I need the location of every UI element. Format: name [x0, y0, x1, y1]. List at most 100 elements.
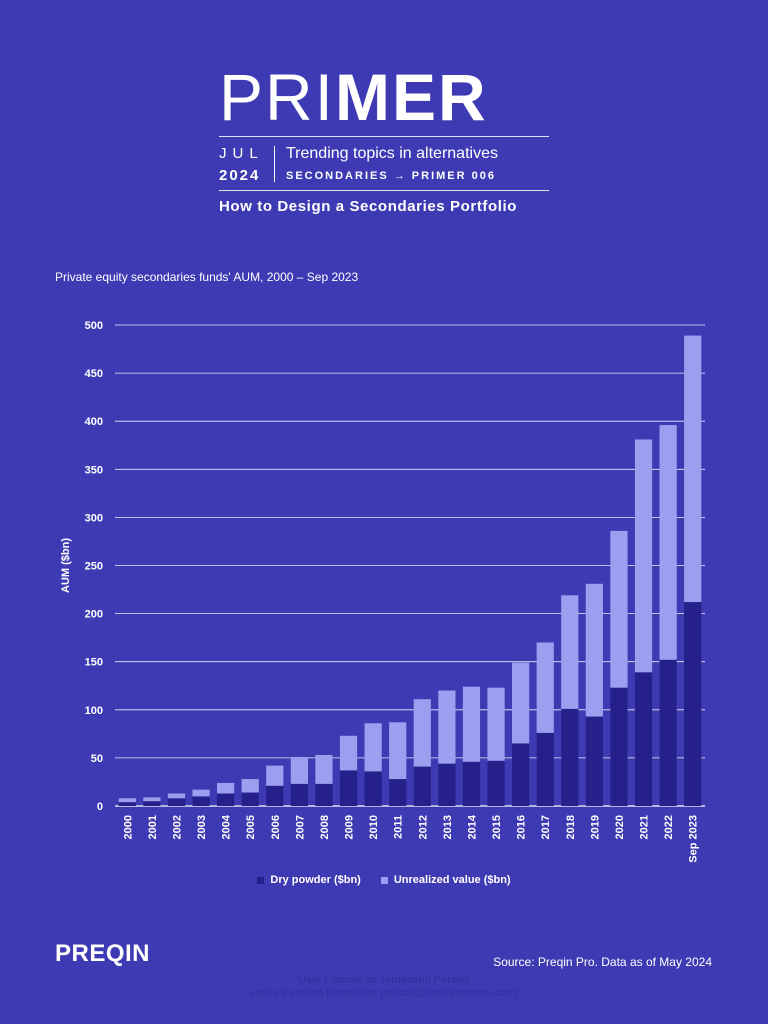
bar-unrealized-2019 — [585, 583, 603, 717]
bar-dry-powder-2018 — [561, 708, 579, 806]
bar-dry-powder-2005 — [241, 792, 259, 806]
x-tick-label-2009: 2009 — [344, 815, 356, 839]
source-note: Source: Preqin Pro. Data as of May 2024 — [493, 955, 712, 969]
x-tick-label-2013: 2013 — [442, 815, 454, 839]
bar-unrealized-2017 — [536, 642, 554, 733]
x-tick-label-sep-2023: Sep 2023 — [688, 815, 700, 863]
y-tick-label-500: 500 — [85, 320, 103, 332]
header-meta: JUL 2024 Trending topics in alternatives… — [219, 137, 549, 190]
bar-unrealized-2011 — [389, 722, 407, 780]
bar-dry-powder-2021 — [634, 672, 653, 806]
bar-unrealized-2007 — [290, 756, 308, 784]
primer-logo: PRIMER — [219, 64, 549, 130]
bar-unrealized-2012 — [413, 699, 431, 767]
y-tick-label-300: 300 — [85, 512, 103, 524]
bar-dry-powder-2003 — [192, 796, 210, 806]
bar-unrealized-2008 — [315, 755, 333, 784]
license-line-1: User License for Himanshu Periwal — [298, 974, 470, 986]
bar-dry-powder-2000 — [118, 802, 136, 806]
legend-swatch-unrealized — [380, 876, 388, 884]
y-tick-label-50: 50 — [91, 753, 103, 765]
legend-label-unrealized: Unrealized value ($bn) — [393, 874, 511, 886]
bar-unrealized-2016 — [512, 662, 530, 744]
bar-unrealized-sep-2023 — [684, 335, 702, 603]
legend-item-unrealized: Unrealized value ($bn) — [380, 874, 511, 886]
y-tick-label-250: 250 — [85, 561, 103, 573]
x-tick-label-2020: 2020 — [614, 815, 626, 839]
topic-line: Trending topics in alternatives — [286, 145, 498, 162]
legend-item-dry-powder: Dry powder ($bn) — [257, 874, 361, 886]
x-tick-label-2011: 2011 — [393, 815, 405, 839]
y-axis-label: AUM ($bn) — [60, 538, 72, 593]
x-tick-label-2015: 2015 — [491, 815, 503, 839]
x-tick-label-2018: 2018 — [565, 815, 577, 839]
bar-unrealized-2020 — [610, 530, 628, 688]
logo-light-part: PRI — [219, 60, 336, 134]
bar-dry-powder-2013 — [438, 763, 456, 806]
x-tick-label-2006: 2006 — [270, 815, 282, 839]
publication-date: JUL 2024 — [219, 137, 274, 190]
x-tick-label-2022: 2022 — [663, 815, 675, 839]
x-tick-label-2021: 2021 — [639, 815, 651, 839]
y-tick-label-400: 400 — [85, 416, 103, 428]
aum-bar-chart: 0 50 100 150 200 250 300 350 400 450 500 AUM ($bn) 2… — [60, 320, 705, 863]
x-tick-label-2012: 2012 — [417, 815, 429, 839]
bar-unrealized-2013 — [438, 690, 456, 764]
bar-unrealized-2005 — [241, 779, 259, 793]
x-tick-label-2017: 2017 — [540, 815, 552, 839]
y-tick-label-200: 200 — [85, 609, 103, 621]
preqin-logo: PREQIN — [55, 940, 151, 967]
x-tick-label-2008: 2008 — [319, 815, 331, 839]
bar-unrealized-2015 — [487, 687, 505, 761]
bar-dry-powder-2012 — [413, 766, 431, 806]
report-subtitle: How to Design a Secondaries Portfolio — [219, 198, 518, 215]
publication-year: 2024 — [219, 167, 261, 184]
y-tick-label-350: 350 — [85, 464, 103, 476]
bar-dry-powder-2019 — [585, 716, 603, 806]
y-tick-label-0: 0 — [97, 801, 103, 813]
bar-unrealized-2010 — [364, 723, 382, 772]
bar-dry-powder-2009 — [339, 770, 358, 806]
bar-unrealized-2006 — [266, 765, 284, 786]
logo-bold-part: MER — [335, 60, 488, 134]
x-tick-label-2007: 2007 — [294, 815, 306, 839]
bar-unrealized-2021 — [634, 439, 653, 673]
header-divider-bottom — [219, 190, 549, 191]
bar-dry-powder-2014 — [462, 761, 481, 806]
chart-title: Private equity secondaries funds' AUM, 2… — [55, 270, 359, 284]
x-tick-label-2002: 2002 — [171, 815, 183, 839]
report-header: PRIMER JUL 2024 Trending topics in alter… — [219, 64, 549, 215]
bar-dry-powder-2022 — [659, 659, 677, 806]
bar-unrealized-2009 — [339, 735, 358, 771]
x-tick-label-2010: 2010 — [368, 815, 380, 839]
bar-dry-powder-sep-2023 — [684, 602, 702, 806]
bar-dry-powder-2006 — [266, 785, 284, 806]
bar-dry-powder-2008 — [315, 783, 333, 806]
bar-unrealized-2018 — [561, 595, 579, 709]
chart-legend: Dry powder ($bn) Unrealized value ($bn) — [0, 874, 768, 886]
series-line: SECONDARIES → PRIMER 006 — [286, 170, 496, 182]
x-tick-label-2001: 2001 — [147, 815, 159, 839]
bar-unrealized-2022 — [659, 425, 677, 660]
bar-unrealized-2004 — [217, 782, 235, 794]
y-tick-label-100: 100 — [85, 705, 103, 717]
bar-unrealized-2000 — [118, 798, 136, 803]
x-tick-label-2000: 2000 — [122, 815, 134, 839]
bar-dry-powder-2001 — [143, 801, 161, 806]
license-watermark: User License for Himanshu Periwal Lumis … — [0, 974, 768, 1000]
x-tick-label-2019: 2019 — [589, 815, 601, 839]
x-tick-label-2016: 2016 — [516, 815, 528, 839]
x-tick-label-2005: 2005 — [245, 815, 257, 839]
header-vertical-divider — [274, 146, 275, 182]
bar-unrealized-2003 — [192, 789, 210, 797]
bar-dry-powder-2011 — [389, 779, 407, 806]
license-line-2: Lumis Partners [himanshu.periwal@lumispa… — [249, 987, 519, 999]
bar-dry-powder-2015 — [487, 760, 505, 806]
legend-swatch-dry-powder — [257, 876, 265, 884]
bar-unrealized-2001 — [143, 797, 161, 802]
x-tick-label-2014: 2014 — [466, 814, 478, 839]
bar-unrealized-2002 — [167, 793, 186, 799]
bar-dry-powder-2010 — [364, 771, 382, 806]
x-tick-label-2004: 2004 — [221, 814, 233, 839]
bar-dry-powder-2004 — [217, 793, 235, 806]
